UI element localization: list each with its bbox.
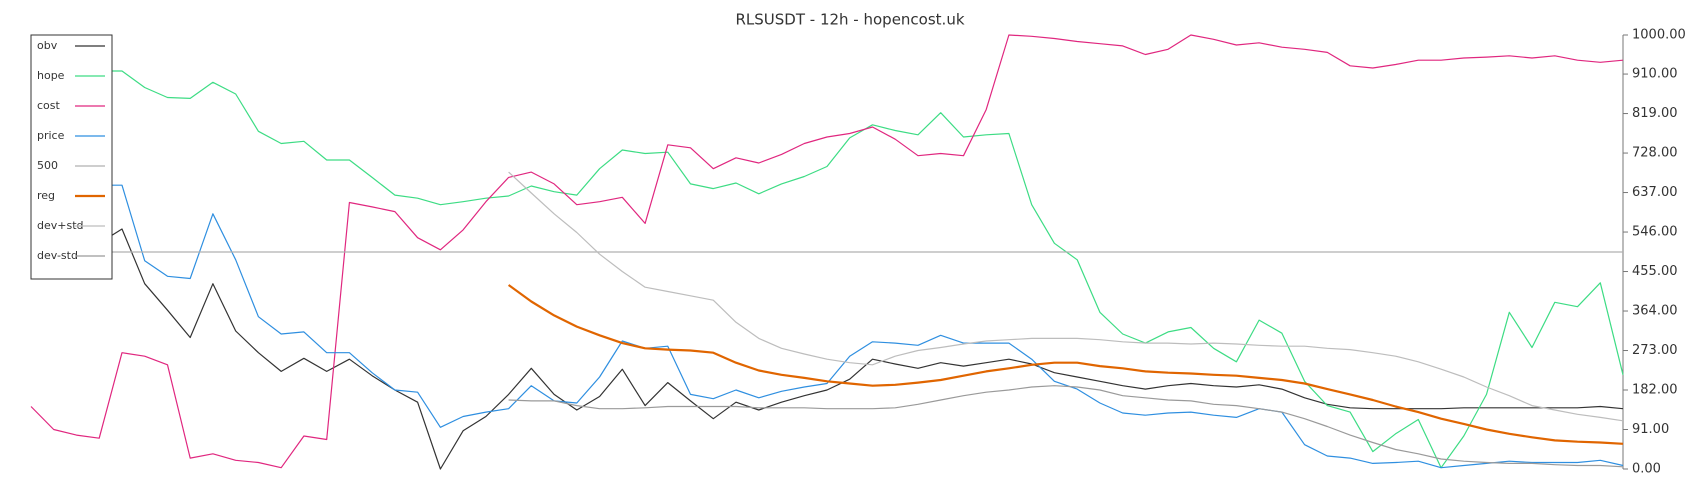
series-line: [31, 184, 1624, 469]
y-tick-label: 1000.00: [1632, 28, 1686, 43]
series-line: [30, 34, 1624, 469]
series-line: [31, 70, 1624, 469]
legend-label: 500: [37, 159, 58, 172]
legend-label: cost: [37, 99, 61, 112]
series-line: [508, 385, 1624, 468]
y-tick-label: 819.00: [1632, 106, 1678, 121]
legend-label: dev-std: [37, 249, 78, 262]
y-tick-label: 0.00: [1632, 462, 1661, 477]
legend-label: obv: [37, 39, 58, 52]
series-line: [30, 228, 1624, 470]
y-tick-label: 728.00: [1632, 146, 1678, 161]
y-tick-label: 91.00: [1632, 422, 1669, 437]
legend-label: dev+std: [37, 219, 84, 232]
series-line: [507, 284, 1624, 445]
legend-label: price: [37, 129, 65, 142]
chart-title: RLSUSDT - 12h - hopencost.uk: [735, 11, 964, 29]
legend-label: hope: [37, 69, 65, 82]
y-tick-label: 546.00: [1632, 225, 1678, 240]
legend-label: reg: [37, 189, 55, 202]
y-tick-label: 364.00: [1632, 304, 1678, 319]
y-tick-label: 455.00: [1632, 264, 1678, 279]
y-tick-label: 182.00: [1632, 383, 1678, 398]
legend: obv hope cost price 500 reg dev+std dev-std: [30, 34, 113, 280]
y-tick-label: 637.00: [1632, 185, 1678, 200]
y-tick-label: 273.00: [1632, 343, 1678, 358]
series-line: [508, 171, 1624, 422]
y-tick-label: 910.00: [1632, 67, 1678, 82]
